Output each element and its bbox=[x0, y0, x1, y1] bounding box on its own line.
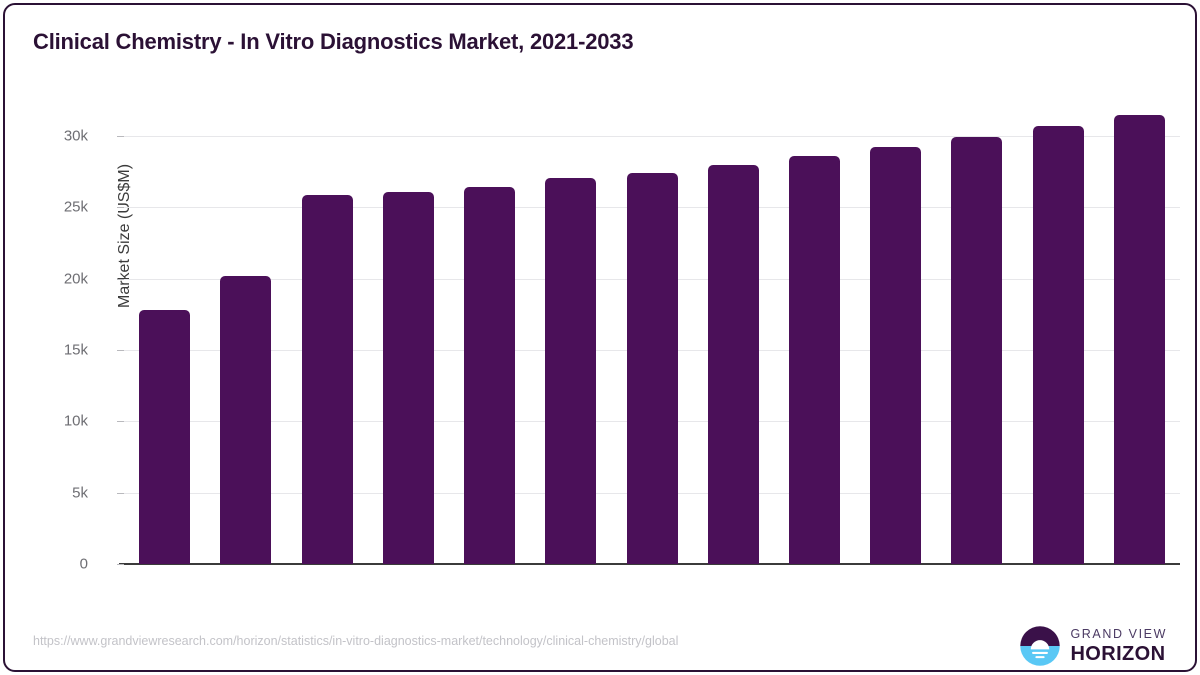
source-url[interactable]: https://www.grandviewresearch.com/horizo… bbox=[33, 634, 679, 648]
y-tick-label: 20k bbox=[63, 270, 88, 288]
bar[interactable] bbox=[788, 155, 840, 564]
y-tick-label: 10k bbox=[63, 412, 88, 430]
y-tick-mark bbox=[117, 278, 124, 280]
y-tick-mark bbox=[117, 350, 124, 351]
bar[interactable] bbox=[464, 186, 516, 564]
brand-logo: GRAND VIEW HORIZON bbox=[1019, 625, 1167, 667]
bar[interactable] bbox=[301, 194, 353, 564]
grand-view-horizon-logo-icon bbox=[1020, 626, 1061, 666]
y-tick-label: 15k bbox=[63, 341, 88, 359]
y-tick-label: 0 bbox=[79, 555, 88, 573]
y-tick-label: 30k bbox=[63, 127, 88, 145]
bar[interactable] bbox=[1032, 126, 1084, 564]
bar[interactable] bbox=[626, 173, 678, 564]
bar[interactable] bbox=[1113, 115, 1165, 564]
logo-wordmark: GRAND VIEW HORIZON bbox=[1070, 628, 1167, 664]
bar[interactable] bbox=[870, 146, 922, 564]
y-tick-mark bbox=[117, 136, 124, 137]
logo-line-grand-view: GRAND VIEW bbox=[1070, 627, 1167, 642]
y-axis-title: Market Size (US$M) bbox=[116, 163, 133, 308]
x-axis-line bbox=[119, 563, 1180, 565]
y-tick-mark bbox=[117, 492, 124, 494]
y-tick-label: 5k bbox=[72, 484, 88, 502]
y-tick-mark bbox=[117, 564, 124, 565]
bar[interactable] bbox=[951, 136, 1003, 564]
y-tick-mark bbox=[117, 421, 124, 423]
bar[interactable] bbox=[545, 178, 597, 564]
bar[interactable] bbox=[382, 191, 434, 564]
y-tick-label: 25k bbox=[63, 198, 88, 216]
chart-card: Clinical Chemistry - In Vitro Diagnostic… bbox=[3, 3, 1197, 672]
page-title: Clinical Chemistry - In Vitro Diagnostic… bbox=[33, 29, 634, 54]
y-tick-mark bbox=[117, 207, 124, 209]
bar[interactable] bbox=[139, 310, 191, 564]
bar[interactable] bbox=[220, 275, 272, 564]
logo-line-horizon: HORIZON bbox=[1070, 642, 1166, 665]
bar[interactable] bbox=[707, 164, 759, 564]
gridline bbox=[124, 136, 1180, 137]
